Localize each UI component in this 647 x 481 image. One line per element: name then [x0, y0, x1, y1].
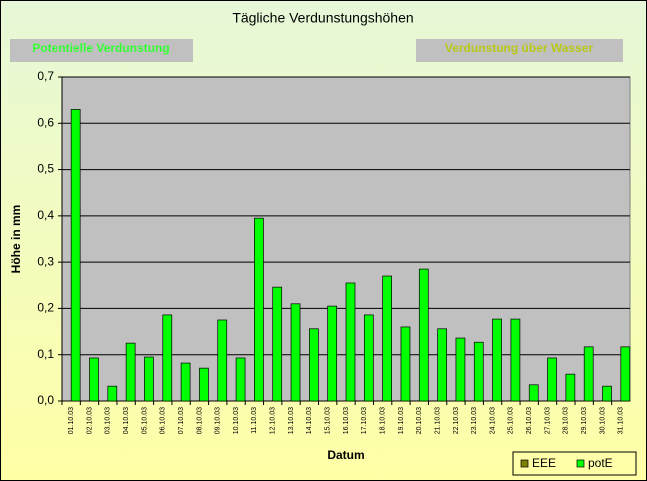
x-tick-label: 28.10.03	[563, 407, 570, 434]
legend-swatch	[520, 459, 529, 468]
bar	[437, 328, 447, 402]
x-tick-label: 29.10.03	[581, 407, 588, 434]
y-tick-label: 0,3	[37, 254, 54, 268]
legend-label: potE	[588, 456, 613, 470]
bar	[455, 337, 466, 402]
x-tick-label: 21.10.03	[434, 407, 441, 434]
y-tick-label: 0,0	[37, 393, 54, 407]
bar	[235, 357, 246, 402]
x-tick-label: 31.10.03	[618, 407, 625, 434]
x-tick-label: 05.10.03	[141, 407, 148, 434]
button-label[interactable]: Verdunstung über Wasser	[445, 41, 594, 55]
x-tick-label: 22.10.03	[453, 407, 460, 434]
button-label[interactable]: Potentielle Verdunstung	[32, 41, 169, 55]
x-tick-label: 13.10.03	[288, 407, 295, 434]
bar	[473, 341, 484, 402]
button[interactable]: Potentielle Verdunstung	[10, 39, 193, 62]
y-tick-label: 0,1	[37, 347, 54, 361]
x-tick-label: 12.10.03	[270, 407, 277, 434]
bar	[144, 356, 154, 402]
x-tick-label: 04.10.03	[123, 407, 130, 434]
x-tick-label: 15.10.03	[325, 407, 332, 434]
y-tick-label: 0,4	[37, 208, 54, 222]
x-tick-label: 01.10.03	[68, 407, 75, 434]
bar	[510, 318, 521, 402]
bar	[70, 109, 81, 402]
bar	[107, 385, 118, 402]
legend-swatch	[576, 459, 585, 468]
x-tick-label: 26.10.03	[526, 407, 533, 434]
x-tick-label: 07.10.03	[178, 407, 185, 434]
bar	[583, 346, 594, 402]
x-tick-label: 14.10.03	[306, 407, 313, 434]
bar	[180, 362, 191, 402]
bar	[254, 217, 264, 402]
x-tick-label: 23.10.03	[471, 407, 478, 434]
x-tick-label: 11.10.03	[251, 407, 258, 434]
button-bg[interactable]	[416, 39, 623, 62]
x-tick-label: 24.10.03	[489, 407, 496, 434]
bar	[345, 282, 356, 402]
x-tick-label: 02.10.03	[86, 407, 93, 434]
x-tick-label: 03.10.03	[105, 407, 112, 434]
x-tick-label: 27.10.03	[544, 407, 551, 434]
y-tick-label: 0,5	[37, 162, 54, 176]
bar	[400, 326, 411, 402]
x-tick-label: 18.10.03	[379, 407, 386, 434]
legend-label: EEE	[532, 456, 556, 470]
chart-title: Tägliche Verdunstungshöhen	[232, 10, 413, 26]
x-tick-label: 08.10.03	[196, 407, 203, 434]
x-tick-label: 17.10.03	[361, 407, 368, 434]
bar	[528, 384, 539, 402]
x-axis-label: Datum	[327, 448, 364, 462]
x-tick-label: 25.10.03	[508, 407, 515, 434]
bar	[492, 318, 502, 402]
bar	[547, 357, 557, 402]
bar	[199, 367, 209, 402]
bar	[382, 275, 392, 402]
legend	[512, 451, 637, 476]
bar	[327, 305, 338, 402]
x-tick-label: 10.10.03	[233, 407, 240, 434]
bar	[565, 373, 576, 402]
button[interactable]: Verdunstung über Wasser	[416, 39, 623, 62]
bar	[363, 314, 374, 402]
bar	[162, 314, 173, 402]
bar	[309, 328, 319, 402]
bar	[620, 346, 631, 402]
bar	[125, 342, 136, 402]
bar	[217, 319, 228, 402]
x-tick-label: 20.10.03	[416, 407, 423, 434]
y-tick-label: 0,7	[37, 69, 54, 83]
bar	[272, 286, 283, 402]
bar	[418, 268, 429, 402]
y-tick-label: 0,6	[37, 115, 54, 129]
x-tick-label: 06.10.03	[160, 407, 167, 434]
bar	[89, 357, 99, 402]
bar	[602, 385, 612, 402]
x-tick-label: 30.10.03	[599, 407, 606, 434]
x-tick-label: 09.10.03	[215, 407, 222, 434]
button-bg[interactable]	[10, 39, 193, 62]
y-tick-label: 0,2	[37, 301, 54, 315]
bar	[290, 303, 301, 402]
x-tick-label: 19.10.03	[398, 407, 405, 434]
y-axis-label: Höhe in mm	[9, 205, 23, 274]
x-tick-label: 16.10.03	[343, 407, 350, 434]
